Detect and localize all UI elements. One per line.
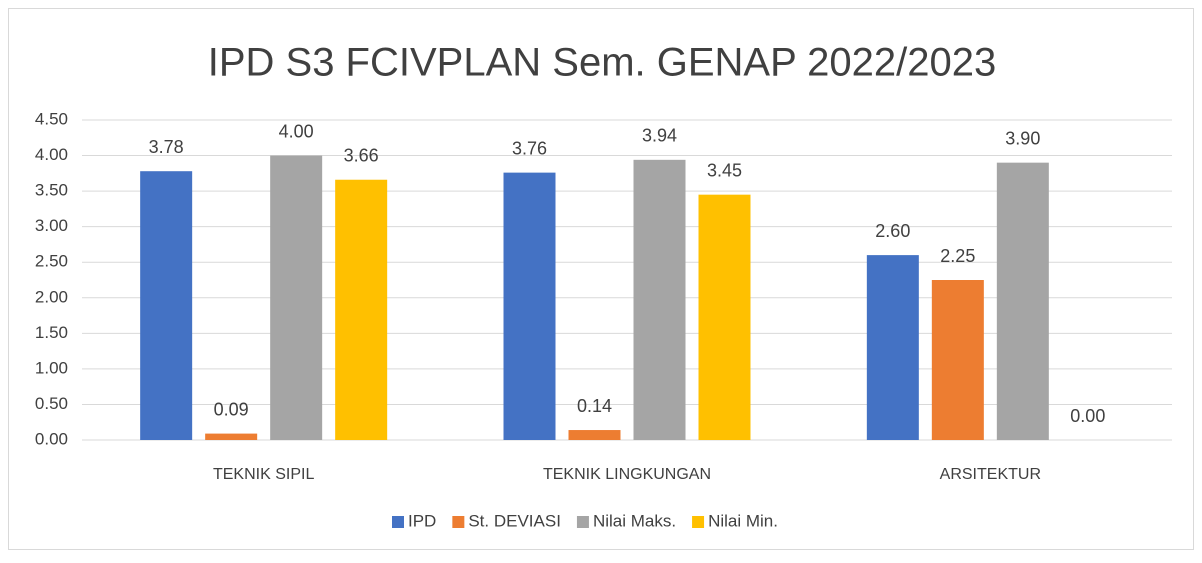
data-label: 3.90 bbox=[1005, 128, 1040, 148]
data-label: 4.00 bbox=[279, 121, 314, 141]
legend-swatch bbox=[392, 516, 404, 528]
y-tick-label: 4.00 bbox=[35, 145, 68, 164]
y-tick-label: 1.50 bbox=[35, 323, 68, 342]
data-label: 0.00 bbox=[1070, 406, 1105, 426]
bar bbox=[866, 255, 919, 440]
x-tick-label: TEKNIK SIPIL bbox=[213, 466, 314, 483]
bar bbox=[335, 179, 388, 440]
legend-swatch bbox=[576, 516, 589, 528]
data-label: 3.66 bbox=[344, 145, 379, 165]
data-label: 3.78 bbox=[149, 137, 184, 157]
data-label: 0.09 bbox=[214, 399, 249, 419]
data-label: 3.94 bbox=[642, 126, 677, 146]
legend-label: IPD bbox=[408, 511, 436, 530]
y-tick-label: 2.00 bbox=[35, 287, 68, 306]
bar bbox=[140, 171, 193, 440]
data-label: 3.76 bbox=[512, 138, 547, 158]
x-tick-label: ARSITEKTUR bbox=[940, 466, 1041, 483]
chart-border bbox=[8, 8, 1194, 550]
data-label: 0.14 bbox=[577, 396, 612, 416]
bar bbox=[996, 162, 1049, 440]
bar bbox=[931, 280, 984, 440]
x-tick-label: TEKNIK LINGKUNGAN bbox=[543, 466, 711, 483]
data-label: 3.45 bbox=[707, 160, 742, 180]
bar bbox=[270, 155, 323, 441]
y-tick-label: 1.00 bbox=[35, 358, 68, 377]
legend-label: St. DEVIASI bbox=[468, 511, 561, 530]
y-tick-label: 0.00 bbox=[35, 429, 68, 448]
y-tick-label: 3.00 bbox=[35, 216, 68, 235]
bar bbox=[503, 172, 556, 440]
y-tick-label: 0.50 bbox=[35, 394, 68, 413]
data-label: 2.25 bbox=[940, 246, 975, 266]
chart-title: IPD S3 FCIVPLAN Sem. GENAP 2022/2023 bbox=[208, 41, 997, 85]
bar bbox=[698, 194, 751, 440]
data-label: 2.60 bbox=[875, 221, 910, 241]
bar bbox=[633, 159, 686, 441]
y-tick-label: 4.50 bbox=[35, 109, 68, 128]
bar bbox=[205, 433, 258, 440]
legend-label: Nilai Min. bbox=[708, 511, 778, 530]
legend-swatch bbox=[452, 516, 465, 528]
legend-swatch bbox=[692, 516, 705, 528]
legend-label: Nilai Maks. bbox=[593, 511, 676, 530]
y-tick-label: 2.50 bbox=[35, 252, 68, 271]
bar bbox=[568, 430, 621, 440]
y-tick-label: 3.50 bbox=[35, 181, 68, 200]
